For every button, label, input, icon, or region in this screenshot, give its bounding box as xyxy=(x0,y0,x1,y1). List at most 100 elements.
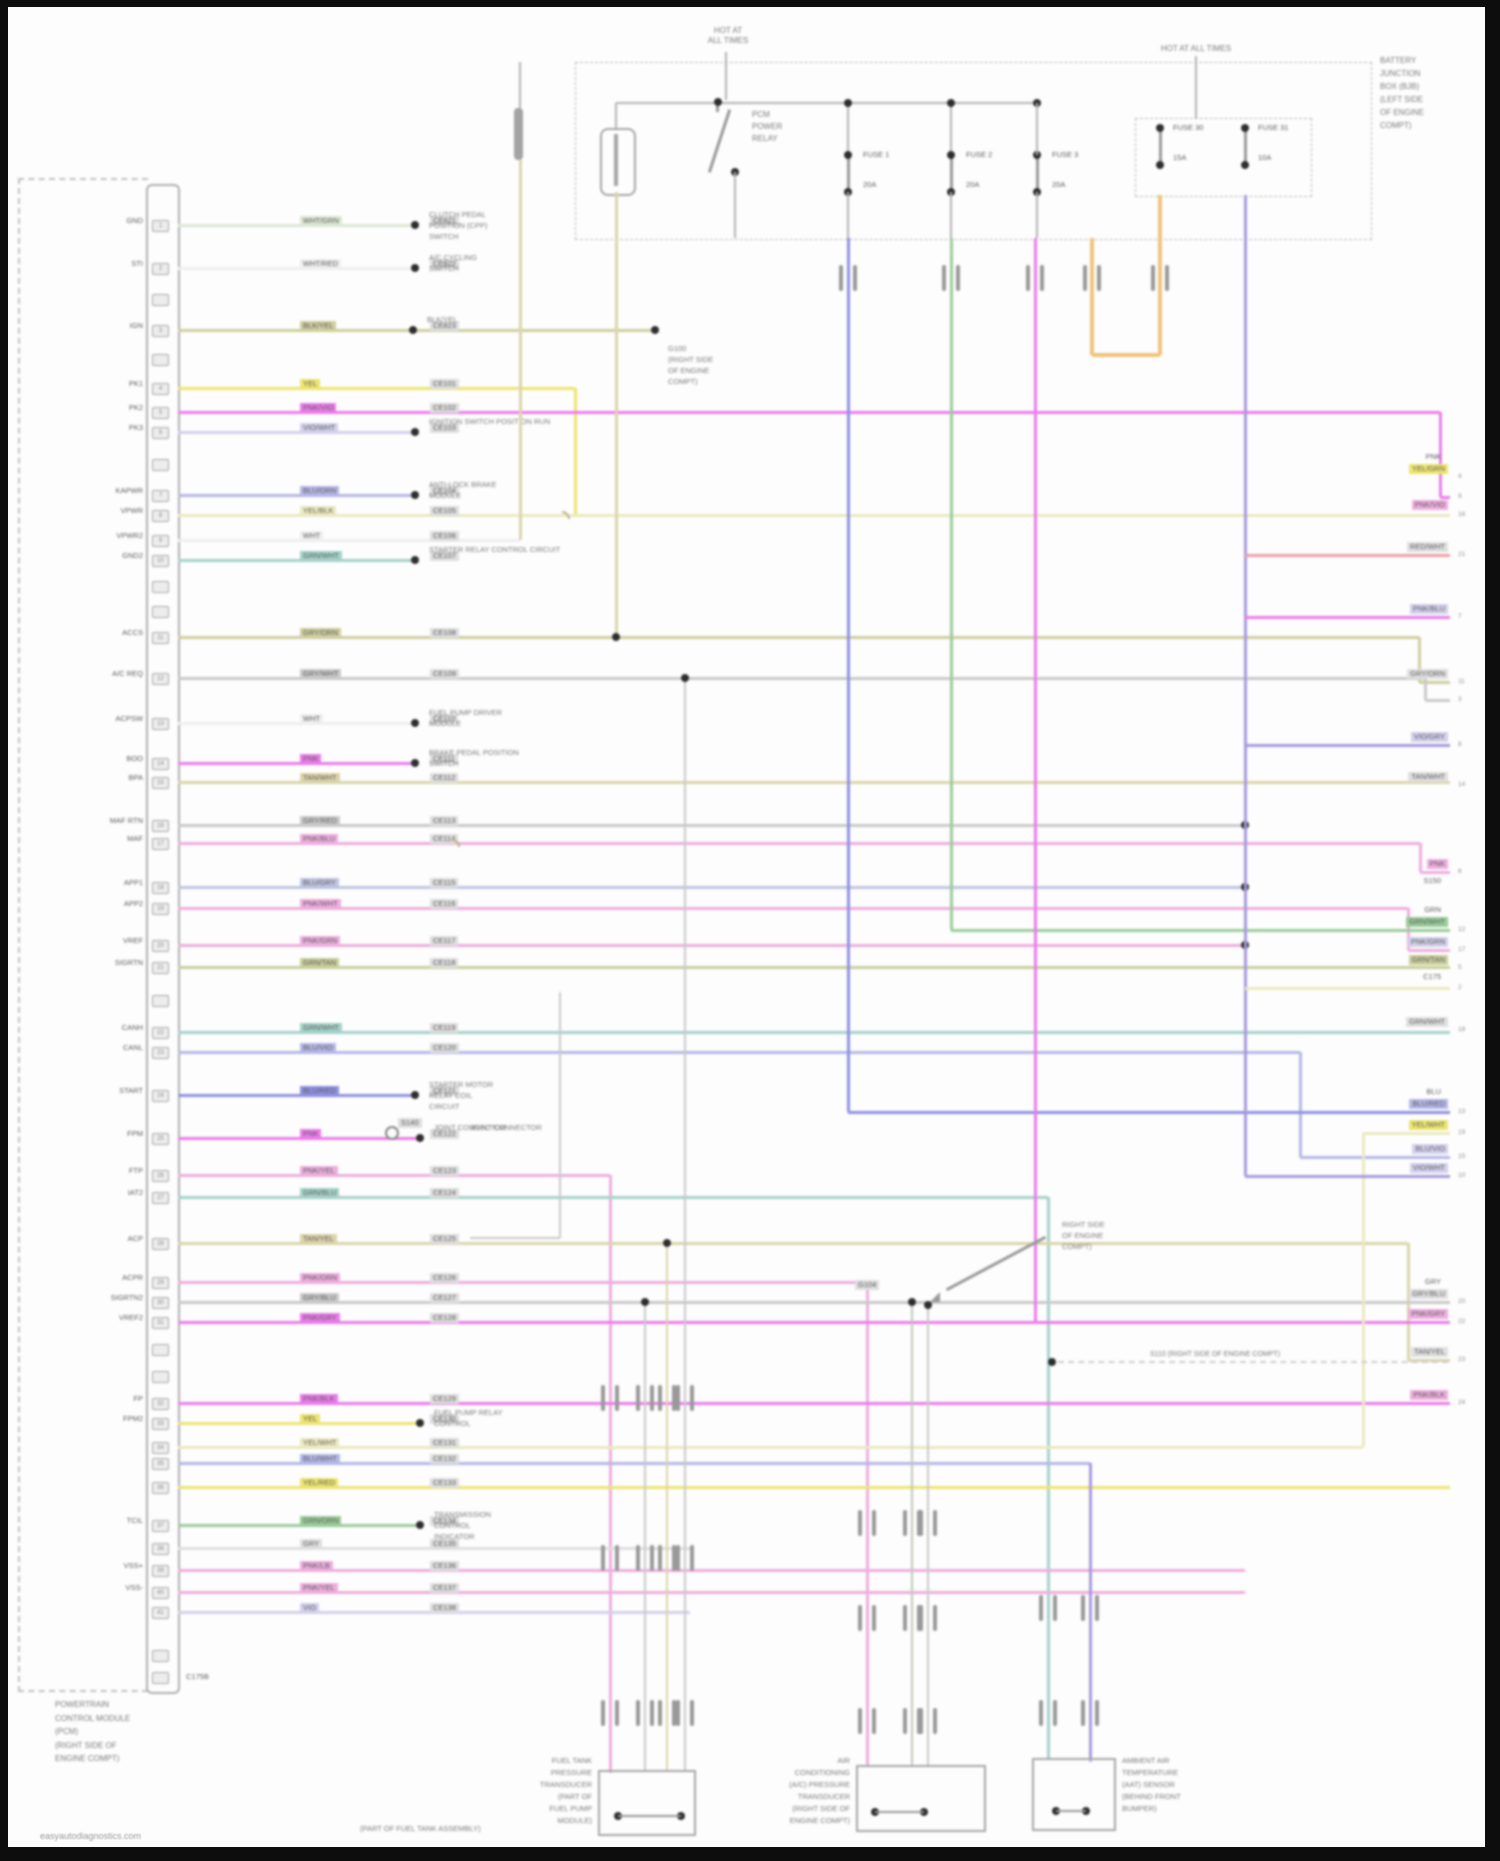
component-label: STARTER RELAY CONTROL CIRCUIT xyxy=(429,545,561,554)
circuit-code-label: CE109 xyxy=(430,669,459,679)
bus-wire xyxy=(644,1302,646,1770)
sensor-label: CONDITIONING xyxy=(794,1768,850,1777)
pcm-pin: 5 xyxy=(152,407,169,419)
offpage-terminal-number: 14 xyxy=(1458,781,1466,788)
wire-color-label: TAN/WHT xyxy=(300,773,340,783)
wire-color-label: WHT xyxy=(300,531,324,541)
sensor-sub-label: (PART OF FUEL TANK ASSEMBLY) xyxy=(360,1824,481,1833)
inline-connector-icon xyxy=(919,1510,923,1536)
feed-wire xyxy=(725,52,727,100)
diagram-paper: C175B POWERTRAIN CONTROL MODULE (PCM) (RIGHT… xyxy=(8,7,1485,1847)
circuit-code-label: CE106 xyxy=(430,531,459,541)
component-label: FUEL PUMP RELAY xyxy=(434,1408,503,1417)
sensor-element xyxy=(1056,1810,1086,1812)
relay-contact xyxy=(716,100,719,112)
bus-wire xyxy=(684,678,686,1770)
offpage-terminal-number: 2 xyxy=(1458,984,1462,991)
fuse-name: FUSE 2 xyxy=(966,150,993,159)
circuit-code-label: CE120 xyxy=(430,1043,459,1053)
feed-wire xyxy=(616,102,1037,104)
watermark: easyautodiagnostics.com xyxy=(40,1831,142,1841)
pcm-connector-code: C175B xyxy=(186,1672,209,1681)
inline-connector-icon xyxy=(1053,1595,1057,1621)
junction-dot xyxy=(411,719,419,727)
circuit-code-label: CE107 xyxy=(430,551,459,561)
fuse-amps: 20A xyxy=(966,180,980,189)
pin-signal-label: ACCS xyxy=(122,628,143,637)
offpage-terminal-number: 10 xyxy=(1458,1172,1466,1179)
fuse-name: FUSE 1 xyxy=(863,150,890,159)
wire-run xyxy=(178,1445,1363,1449)
pin-signal-label: KAPWR xyxy=(115,486,143,495)
terminal-wire-label: GRN/TAN xyxy=(1408,955,1448,965)
circuit-code-label: CE130 xyxy=(430,1414,459,1424)
wire-run xyxy=(178,386,575,390)
wire-run xyxy=(178,1030,1450,1034)
terminal-wire-label: GRY/BLU xyxy=(1409,1289,1448,1299)
pin-signal-label: VREF xyxy=(122,936,143,945)
battery-junction-box-label: BATTERY xyxy=(1380,56,1417,65)
component-label: SWITCH xyxy=(429,232,459,241)
pin-signal-label: VREF2 xyxy=(118,1313,143,1322)
inline-connector-icon xyxy=(1039,1700,1043,1726)
offpage-terminal-number: 6 xyxy=(1458,868,1462,875)
junction-dot xyxy=(411,759,419,767)
relay-coil-bar xyxy=(614,134,618,186)
circuit-code-label: CE118 xyxy=(430,958,459,968)
bus-wire xyxy=(1245,1174,1450,1178)
component-label: CIRCUIT xyxy=(429,1102,460,1111)
wire-run xyxy=(178,1320,1450,1324)
pin-signal-label: MAF RTN xyxy=(109,816,143,825)
component-label: JOINT CONNECTOR xyxy=(434,1123,506,1132)
pin-signal-label: MAF xyxy=(127,834,143,843)
wire-color-label: PNK/GRN xyxy=(300,936,341,946)
junction-dot xyxy=(411,1091,419,1099)
offpage-terminal-number: 4 xyxy=(1458,473,1462,480)
bus-wire xyxy=(846,238,850,1112)
circuit-code-label: CE137 xyxy=(430,1583,459,1593)
bus-wire xyxy=(1158,195,1162,355)
circuit-code-label: CE129 xyxy=(430,1394,459,1404)
terminal-wire-label: TAN/YEL xyxy=(1411,1347,1448,1357)
sensor-label: (PART OF xyxy=(557,1792,592,1801)
splice-code-label: S140 xyxy=(398,1118,422,1128)
inline-connector-icon xyxy=(872,1708,876,1734)
circuit-code-label: CE125 xyxy=(430,1234,459,1244)
pcm-pin: 17 xyxy=(152,838,169,850)
wire-run xyxy=(178,1195,1048,1199)
pcm-name-label: ENGINE COMPT) xyxy=(55,1754,120,1763)
circuit-code-label: CE112 xyxy=(430,773,459,783)
junction-dot xyxy=(1156,124,1164,132)
wire-run xyxy=(1363,1131,1450,1135)
wire-run xyxy=(178,676,1425,680)
wire-run xyxy=(178,823,1245,827)
wire-run xyxy=(178,943,1245,947)
pcm-pin-empty xyxy=(152,1344,169,1356)
circuit-code-label: CE114 xyxy=(430,834,459,844)
wire-color-label: BLU/RED xyxy=(300,1086,339,1096)
junction-dot xyxy=(641,1298,649,1306)
component-label: IGNITION SWITCH POSITION RUN xyxy=(429,417,551,426)
terminal-wire-label: VIO/WHT xyxy=(1409,1163,1448,1173)
pin-signal-label: PK1 xyxy=(128,379,143,388)
ground-label: COMPT) xyxy=(668,377,698,386)
component-label: RELAY COIL xyxy=(429,1091,473,1100)
component-label: INDICATOR xyxy=(434,1532,475,1541)
pcm-pin: 39 xyxy=(152,1565,169,1577)
pcm-pin: 30 xyxy=(152,1297,169,1309)
wire-color-label: VIO xyxy=(300,1603,319,1613)
wire-color-label: PNK/YEL xyxy=(300,1583,338,1593)
pin-signal-label: BOO xyxy=(126,754,143,763)
wire-run xyxy=(178,266,415,270)
inline-connector-icon xyxy=(919,1605,923,1631)
junction-dot xyxy=(409,326,417,334)
hot-at-all-times-label: HOT AT xyxy=(713,26,743,35)
wire-color-label: BLU/VIO xyxy=(300,1043,336,1053)
circuit-code-label: CE108 xyxy=(430,628,459,638)
bus-wire xyxy=(949,238,953,930)
terminal-wire-label: PNK/GRY xyxy=(1408,1309,1448,1319)
circuit-code-label: CE113 xyxy=(430,816,459,826)
pcm-box-bottom-edge xyxy=(18,1690,148,1692)
junction-dot xyxy=(920,1808,928,1816)
